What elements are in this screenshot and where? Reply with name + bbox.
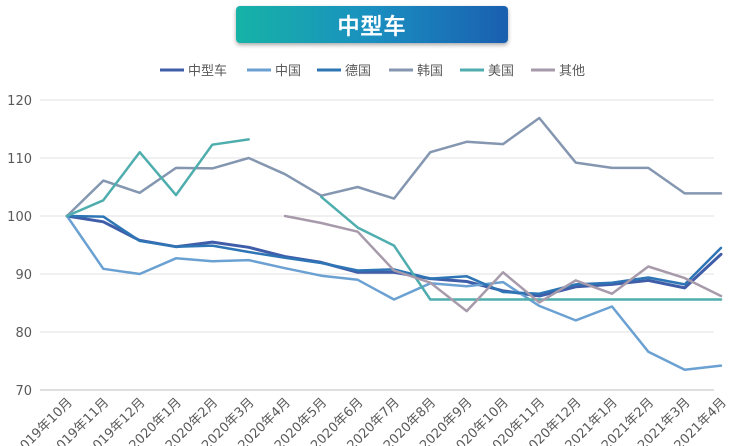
legend-label: 德国 [345, 64, 371, 79]
y-tick-label: 110 [7, 152, 32, 167]
legend: 中型车 中国 德国 韩国 美国 其他 [160, 63, 585, 79]
series-group [65, 116, 723, 371]
legend-label: 其他 [559, 64, 585, 79]
y-axis: 70 80 90 100 110 120 [7, 94, 32, 399]
y-tick-label: 70 [15, 384, 32, 399]
y-tick-label: 100 [7, 210, 32, 225]
x-axis: 2019年10月2019年11月2019年12月2020年1月2020年2月20… [12, 395, 730, 446]
chart-title-text: 中型车 [337, 14, 407, 40]
series-line [65, 214, 723, 295]
legend-label: 中国 [275, 64, 301, 79]
series-line [65, 214, 723, 371]
y-tick-label: 90 [15, 268, 32, 283]
legend-label: 韩国 [417, 64, 443, 79]
y-tick-label: 80 [15, 326, 32, 341]
legend-label: 中型车 [188, 63, 227, 79]
grid [40, 99, 714, 391]
legend-label: 美国 [488, 64, 514, 79]
series-line [65, 138, 723, 301]
y-tick-label: 120 [7, 94, 32, 109]
series-line [283, 214, 723, 313]
series-line [65, 116, 723, 218]
chart-title: 中型车 [236, 6, 508, 43]
